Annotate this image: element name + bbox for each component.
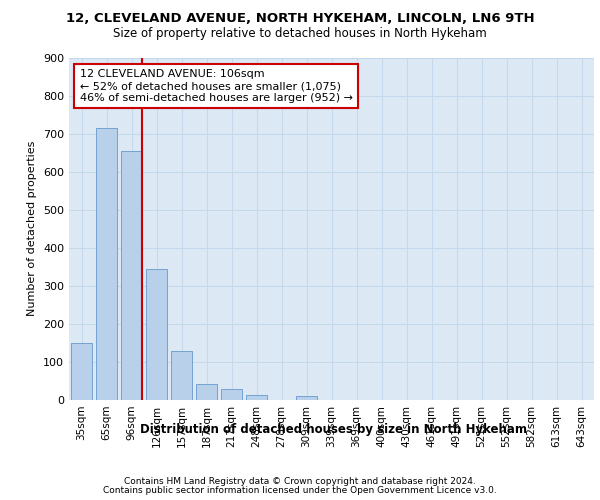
Bar <box>146 268 167 400</box>
Text: Distribution of detached houses by size in North Hykeham: Distribution of detached houses by size … <box>140 422 527 436</box>
Bar <box>246 396 267 400</box>
Bar <box>96 128 117 400</box>
Bar <box>71 343 92 400</box>
Text: Contains HM Land Registry data © Crown copyright and database right 2024.: Contains HM Land Registry data © Crown c… <box>124 477 476 486</box>
Text: Size of property relative to detached houses in North Hykeham: Size of property relative to detached ho… <box>113 28 487 40</box>
Bar <box>171 350 192 400</box>
Text: 12 CLEVELAND AVENUE: 106sqm
← 52% of detached houses are smaller (1,075)
46% of : 12 CLEVELAND AVENUE: 106sqm ← 52% of det… <box>79 70 353 102</box>
Text: Contains public sector information licensed under the Open Government Licence v3: Contains public sector information licen… <box>103 486 497 495</box>
Bar <box>121 150 142 400</box>
Bar <box>196 384 217 400</box>
Bar <box>296 396 317 400</box>
Y-axis label: Number of detached properties: Number of detached properties <box>28 141 37 316</box>
Bar <box>221 388 242 400</box>
Text: 12, CLEVELAND AVENUE, NORTH HYKEHAM, LINCOLN, LN6 9TH: 12, CLEVELAND AVENUE, NORTH HYKEHAM, LIN… <box>65 12 535 26</box>
